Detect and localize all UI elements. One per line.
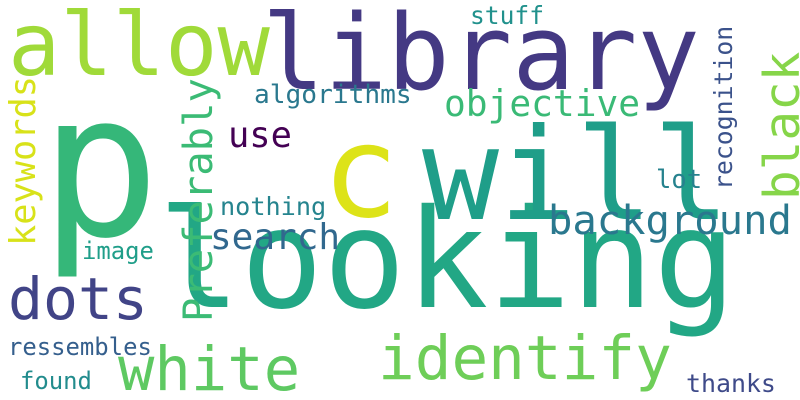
- word-image: image: [82, 237, 154, 265]
- word-preferably: Preferably: [174, 78, 222, 322]
- word-identify: identify: [378, 323, 672, 394]
- word-white: white: [118, 335, 301, 400]
- word-ressembles: ressembles: [8, 333, 152, 361]
- word-p: p: [40, 51, 160, 283]
- word-search: search: [210, 217, 341, 258]
- word-will: will: [422, 101, 730, 250]
- word-nothing: nothing: [220, 192, 327, 221]
- word-use: use: [228, 115, 292, 156]
- word-black: black: [753, 51, 800, 200]
- word-looking: looking: [158, 181, 737, 340]
- word-found: found: [20, 367, 92, 395]
- word-thanks: thanks: [686, 369, 776, 398]
- word-stuff: stuff: [470, 1, 545, 30]
- word-objective: objective: [444, 82, 641, 125]
- word-lot: lot: [656, 165, 703, 195]
- word-background: background: [548, 196, 792, 244]
- word-allow: allow: [8, 0, 270, 96]
- word-c: c: [322, 99, 399, 247]
- word-dots: dots: [8, 265, 148, 333]
- word-recognition: recognition: [709, 25, 738, 190]
- word-keywords: keywords: [3, 75, 44, 246]
- word-algorithms: algorithms: [254, 80, 412, 110]
- word-library: library: [262, 0, 700, 114]
